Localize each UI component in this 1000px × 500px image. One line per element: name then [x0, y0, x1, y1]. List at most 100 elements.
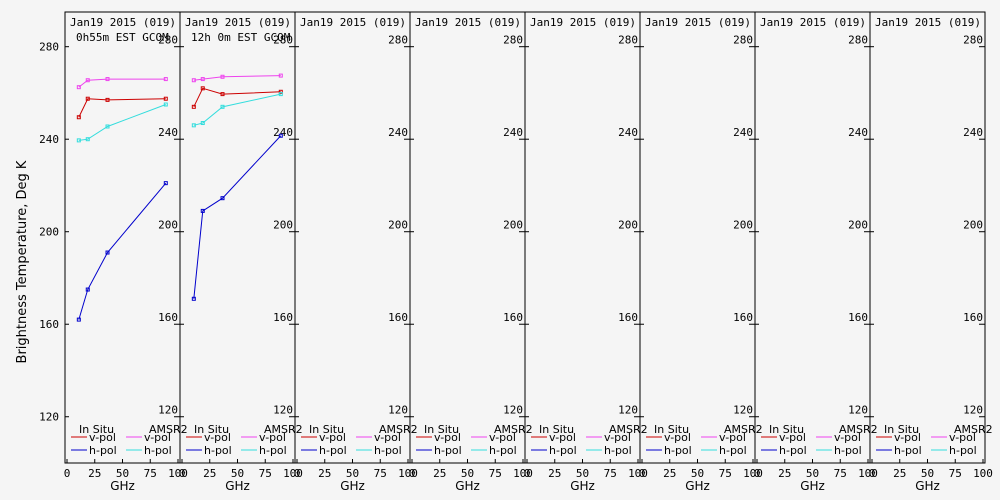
legend-insitu-header: In Situ [884, 423, 919, 436]
panel-4: Jan19 2015 (019) 120 160 200 240 280 0 25 50 75 10… [409, 11, 533, 493]
x-tick-label: 25 [778, 467, 791, 480]
legend-insitu-hpol-label: h-pol [664, 444, 692, 457]
x-tick-label: 100 [513, 467, 533, 480]
x-tick-label: 0 [639, 467, 646, 480]
data-point-amsr2_h [105, 124, 110, 129]
legend-insitu-hpol-label: h-pol [779, 444, 807, 457]
y-tick-label: 240 [733, 126, 753, 139]
x-tick-label: 50 [806, 467, 819, 480]
legend-insitu-header: In Situ [539, 423, 574, 436]
x-axis-label: GHz [110, 479, 135, 493]
x-axis-label: GHz [800, 479, 825, 493]
y-tick-label: 120 [503, 404, 523, 417]
x-tick-label: 75 [949, 467, 962, 480]
legend-amsr2-vpol-label: v-pol [489, 431, 516, 444]
y-axis-label: Brightness Temperature, Deg K [15, 160, 30, 363]
data-point-amsr2_v [220, 74, 225, 79]
x-tick-label: 50 [461, 467, 474, 480]
y-tick-label: 240 [503, 126, 523, 139]
data-point-amsr2_v [105, 77, 110, 82]
data-point-amsr2_v [76, 85, 81, 90]
panel-title: Jan19 2015 (019) [415, 16, 521, 29]
legend-amsr2-hpol-label: h-pol [144, 444, 172, 457]
panel-7: Jan19 2015 (019) 120 160 200 240 280 0 25 50 75 10… [754, 11, 878, 493]
x-tick-label: 25 [318, 467, 331, 480]
x-tick-label: 25 [893, 467, 906, 480]
y-tick-label: 120 [963, 404, 983, 417]
data-point-amsr2_h [200, 121, 205, 126]
x-tick-label: 0 [294, 467, 301, 480]
data-point-insitu_h [85, 287, 90, 292]
x-tick-label: 100 [168, 467, 188, 480]
y-tick-label: 200 [388, 219, 408, 232]
series-line-amsr2_v [78, 78, 166, 88]
y-tick-label: 280 [158, 34, 178, 47]
series-line-insitu_h [78, 182, 167, 320]
data-point-insitu_h [105, 250, 110, 255]
data-point-insitu_h [191, 296, 196, 301]
x-tick-label: 50 [576, 467, 589, 480]
y-tick-label: 160 [963, 311, 983, 324]
y-tick-label: 120 [273, 404, 293, 417]
x-tick-label: 75 [144, 467, 157, 480]
legend-insitu-vpol-label: v-pol [779, 431, 806, 444]
data-point-insitu_v [191, 104, 196, 109]
legend-insitu-vpol-label: v-pol [434, 431, 461, 444]
legend-amsr2-hpol-label: h-pol [834, 444, 862, 457]
data-point-insitu_h [200, 208, 205, 213]
y-tick-label: 280 [733, 34, 753, 47]
y-tick-label: 200 [618, 219, 638, 232]
x-axis-label: GHz [915, 479, 940, 493]
x-tick-label: 75 [259, 467, 272, 480]
x-tick-label: 50 [691, 467, 704, 480]
legend-insitu-vpol-label: v-pol [204, 431, 231, 444]
data-point-amsr2_h [76, 138, 81, 143]
x-tick-label: 0 [179, 467, 186, 480]
data-point-insitu_v [105, 97, 110, 102]
legend-insitu-vpol-label: v-pol [319, 431, 346, 444]
y-tick-label: 280 [39, 41, 59, 54]
legend-insitu-hpol-label: h-pol [89, 444, 117, 457]
series-line-amsr2_h [78, 104, 166, 141]
y-tick-label: 160 [158, 311, 178, 324]
x-axis-label: GHz [685, 479, 710, 493]
legend-amsr2-header: AMSR2 [724, 423, 763, 436]
x-tick-label: 25 [548, 467, 561, 480]
legend-amsr2-hpol-label: h-pol [374, 444, 402, 457]
data-point-insitu_v [85, 96, 90, 101]
legend-insitu-header: In Situ [769, 423, 804, 436]
x-tick-label: 50 [346, 467, 359, 480]
legend-amsr2-hpol-label: h-pol [949, 444, 977, 457]
legend-insitu-header: In Situ [654, 423, 689, 436]
x-tick-label: 100 [973, 467, 993, 480]
legend-amsr2-hpol-label: h-pol [719, 444, 747, 457]
x-tick-label: 75 [719, 467, 732, 480]
y-tick-label: 240 [158, 126, 178, 139]
y-tick-label: 120 [848, 404, 868, 417]
y-tick-label: 200 [733, 219, 753, 232]
x-tick-label: 0 [409, 467, 416, 480]
series-line-insitu_h [193, 135, 282, 299]
y-tick-label: 240 [618, 126, 638, 139]
y-tick-label: 160 [39, 318, 59, 331]
data-point-amsr2_h [85, 137, 90, 142]
y-tick-label: 160 [503, 311, 523, 324]
y-tick-label: 160 [388, 311, 408, 324]
x-tick-label: 100 [743, 467, 763, 480]
x-tick-label: 0 [754, 467, 761, 480]
data-point-insitu_h [76, 317, 81, 322]
y-tick-label: 280 [503, 34, 523, 47]
panel-6: Jan19 2015 (019) 120 160 200 240 280 0 25 50 75 10… [639, 11, 763, 493]
y-tick-label: 240 [848, 126, 868, 139]
legend-insitu-hpol-label: h-pol [319, 444, 347, 457]
legend-insitu-hpol-label: h-pol [549, 444, 577, 457]
x-tick-label: 75 [374, 467, 387, 480]
legend-amsr2-vpol-label: v-pol [259, 431, 286, 444]
y-tick-label: 280 [618, 34, 638, 47]
panel-5: Jan19 2015 (019) 120 160 200 240 280 0 25 50 75 10… [524, 11, 648, 493]
data-point-insitu_v [76, 115, 81, 120]
legend-insitu-vpol-label: v-pol [549, 431, 576, 444]
panel-title: Jan19 2015 (019) [530, 16, 636, 29]
legend-insitu-vpol-label: v-pol [894, 431, 921, 444]
